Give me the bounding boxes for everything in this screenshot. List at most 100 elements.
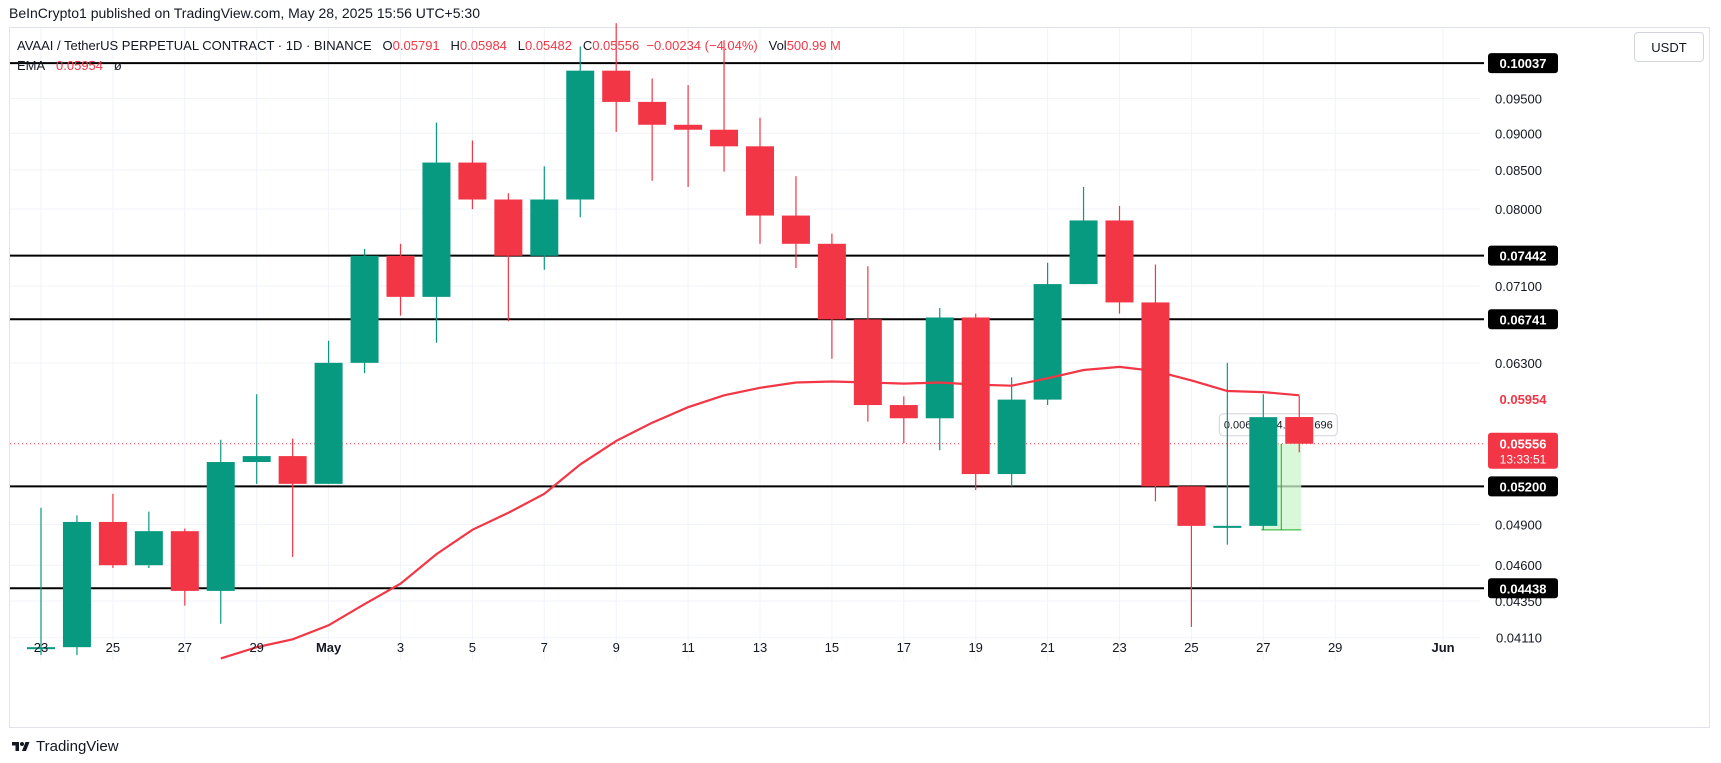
x-tick-label: 7: [541, 640, 548, 655]
y-tick-label: 0.06300: [1495, 356, 1542, 371]
change-value: −0.00234 (−4.04%): [646, 38, 758, 53]
level-price-label: 0.04438: [1500, 581, 1547, 596]
candle-body: [494, 199, 523, 256]
candle-body: [530, 199, 559, 256]
candle-body: [961, 317, 990, 475]
y-tick-label: 0.04110: [1496, 631, 1542, 646]
footer-brand[interactable]: TradingView: [12, 738, 119, 755]
candle-body: [242, 456, 271, 463]
candle-body: [997, 399, 1026, 475]
x-tick-label: 25: [106, 640, 120, 655]
footer-brand-text: TradingView: [36, 738, 119, 755]
candle-body: [853, 319, 882, 406]
y-tick-label: 0.04600: [1495, 558, 1542, 573]
y-tick-label: 0.08500: [1495, 163, 1542, 178]
candle-body: [781, 215, 810, 244]
countdown-label: 13:33:51: [1500, 453, 1547, 467]
level-price-label: 0.06741: [1500, 312, 1547, 327]
close-label: C: [582, 38, 593, 53]
candles: [27, 23, 1314, 656]
price-range-measure: 0.00696 (14.31%) 696: [1218, 413, 1338, 531]
level-price-label: 0.07442: [1500, 249, 1547, 264]
level-price-label-box: [1488, 53, 1558, 74]
x-tick-label: 27: [178, 640, 192, 655]
candle-body: [170, 531, 199, 591]
eye-slash-icon[interactable]: ø: [113, 58, 122, 73]
candle-body: [1105, 220, 1134, 303]
candle-body: [62, 521, 91, 648]
x-tick-label: 27: [1256, 640, 1270, 655]
open-value: 0.05791: [392, 38, 440, 53]
level-price-label-box: [1488, 476, 1558, 497]
x-tick-label: 15: [825, 640, 839, 655]
candle-body: [674, 124, 703, 130]
high-label: H: [450, 38, 460, 53]
symbol-title: AVAAI / TetherUS PERPETUAL CONTRACT · 1D…: [17, 38, 372, 53]
currency-button[interactable]: USDT: [1634, 32, 1704, 62]
candle-body: [314, 362, 343, 484]
x-tick-label: 3: [397, 640, 404, 655]
y-tick-label: 0.09000: [1495, 126, 1542, 141]
candle-body: [206, 462, 235, 591]
candle-body: [1213, 525, 1242, 528]
ema-legend: EMA 0.05954 ø: [17, 58, 122, 73]
ema-price-label-box: [1488, 389, 1558, 410]
candle-body: [422, 162, 451, 297]
x-tick-label: 23: [1112, 640, 1126, 655]
x-tick-label: 5: [469, 640, 476, 655]
symbol-legend: AVAAI / TetherUS PERPETUAL CONTRACT · 1D…: [17, 38, 841, 53]
candle-body: [278, 456, 307, 484]
y-tick-label: 0.09500: [1495, 92, 1542, 107]
candle-body: [27, 647, 55, 650]
candle-body: [350, 255, 379, 363]
high-value: 0.05984: [459, 38, 507, 53]
x-tick-label: 11: [681, 640, 695, 655]
support-resistance-levels: [10, 62, 1484, 590]
volume-label: Vol: [768, 38, 787, 53]
candle-body: [566, 70, 595, 200]
candle-body: [1285, 417, 1314, 444]
level-price-label: 0.05200: [1500, 479, 1547, 494]
candle-body: [1249, 417, 1278, 526]
low-value: 0.05482: [524, 38, 572, 53]
grid-lines: [10, 28, 1480, 660]
ema-line: [220, 365, 1300, 660]
ema-price-label: 0.05954: [1500, 392, 1548, 407]
candle-body: [602, 70, 631, 102]
y-tick-label: 0.07100: [1495, 279, 1542, 294]
candle-body: [1069, 220, 1098, 285]
chart-frame: [9, 27, 1710, 728]
candle-body: [638, 101, 667, 125]
candle-body: [458, 162, 487, 200]
y-tick-label: 0.08000: [1495, 202, 1542, 217]
x-tick-label: 29: [249, 640, 263, 655]
level-price-label-box: [1488, 309, 1558, 330]
candle-body: [889, 405, 918, 419]
x-tick-label: May: [316, 640, 342, 655]
x-tick-label: 29: [1328, 640, 1342, 655]
tradingview-logo-icon: [12, 741, 30, 751]
current-price-box: [1488, 432, 1558, 469]
price-labels: 0.10037 0.07442 0.06741 0.05200 0.04438 0.059…: [1488, 53, 1558, 599]
x-tick-label: Jun: [1431, 640, 1454, 655]
x-tick-label: 19: [968, 640, 982, 655]
current-price-label: 0.05556: [1500, 437, 1547, 452]
close-value: 0.05556: [592, 38, 640, 53]
ema-label: EMA: [17, 58, 46, 73]
ema-value: 0.05954: [56, 58, 104, 73]
candle-body: [1033, 284, 1062, 400]
time-axis: 23 25 27 29 May 3 5 7 9 11 13 15 17 19 21 23 25 27 29 Jun: [34, 640, 1455, 655]
level-price-label: 0.10037: [1500, 56, 1547, 71]
level-price-label-box: [1488, 245, 1558, 266]
x-tick-label: 13: [753, 640, 767, 655]
open-label: O: [382, 38, 393, 53]
candle-body: [746, 146, 774, 216]
measure-label: 0.00696 (14.31%) 696: [1224, 420, 1333, 432]
candle-body: [98, 521, 127, 566]
x-tick-label: 25: [1184, 640, 1198, 655]
publisher-line: BeInCrypto1 published on TradingView.com…: [9, 5, 480, 21]
volume-value: 500.99 M: [786, 38, 841, 53]
candle-body: [925, 317, 954, 419]
y-tick-label: 0.04900: [1495, 518, 1542, 533]
